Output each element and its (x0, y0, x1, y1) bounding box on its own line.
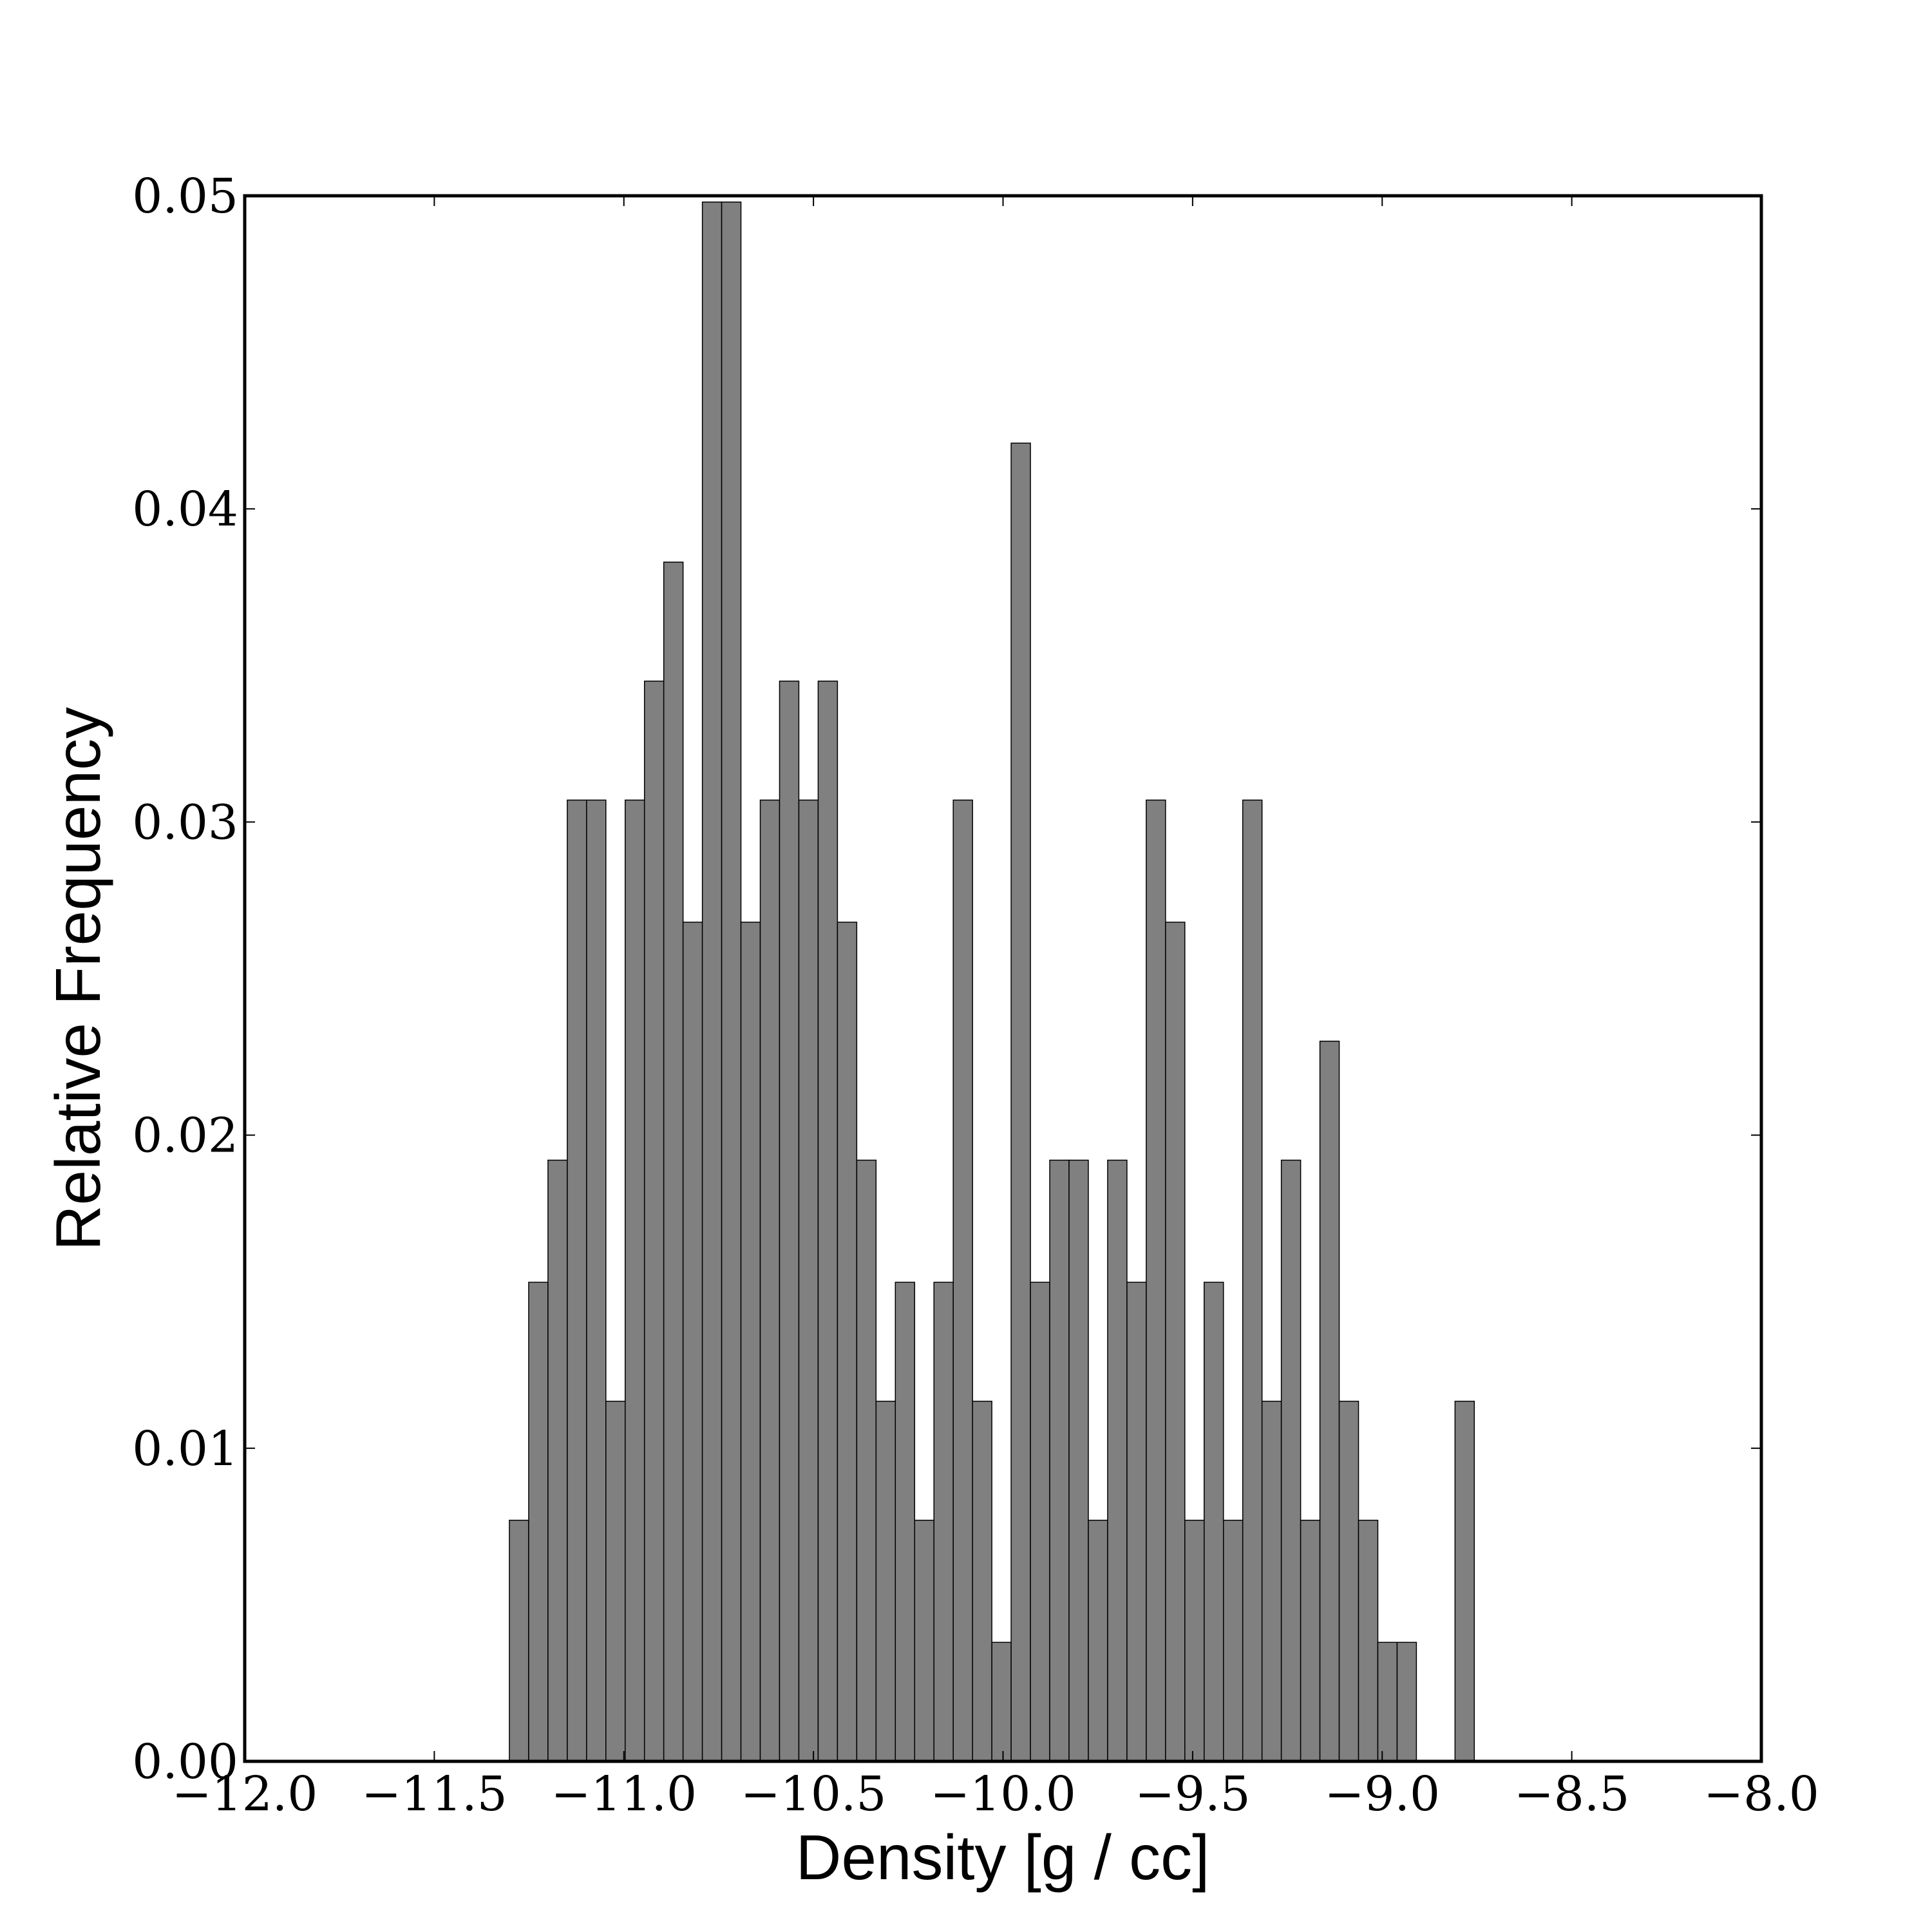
bar (1184, 1519, 1205, 1762)
bar (817, 680, 838, 1762)
bar (1049, 1159, 1070, 1762)
bar (1165, 922, 1186, 1762)
x-tick-label: −12.0 (172, 1766, 318, 1822)
bar (1319, 1040, 1340, 1762)
bar (875, 1401, 896, 1762)
plot-frame (243, 194, 1763, 1763)
y-tick-label: 0.01 (132, 1421, 238, 1477)
bar (1068, 1159, 1089, 1762)
bar (1454, 1401, 1475, 1762)
bar (952, 799, 973, 1762)
bar (1396, 1642, 1417, 1762)
bar (933, 1282, 954, 1762)
bar (1204, 1282, 1224, 1762)
bar (895, 1282, 916, 1762)
x-tick-label: −9.5 (1135, 1766, 1251, 1822)
bar (701, 201, 723, 1762)
bar (586, 799, 607, 1762)
x-tick-label: −9.0 (1324, 1766, 1440, 1822)
bar (1261, 1401, 1282, 1762)
bar (914, 1519, 934, 1762)
bar (779, 680, 800, 1762)
bar (1280, 1159, 1302, 1762)
x-tick-label: −10.5 (741, 1766, 887, 1822)
x-axis-label: Density [g / cc] (796, 1822, 1210, 1893)
bar (1030, 1282, 1050, 1762)
bar (740, 922, 761, 1762)
x-tick-label: −11.0 (551, 1766, 697, 1822)
y-tick-label: 0.04 (132, 482, 238, 537)
bar (1242, 799, 1263, 1762)
bar (1358, 1519, 1379, 1762)
bar (721, 201, 742, 1762)
bar (798, 799, 819, 1762)
bar (625, 799, 645, 1762)
bar (605, 1401, 626, 1762)
bar (509, 1519, 529, 1762)
bar (1146, 799, 1166, 1762)
bar (759, 799, 781, 1762)
bar (837, 922, 858, 1762)
bar (528, 1282, 549, 1762)
x-tick-label: −8.5 (1514, 1766, 1630, 1822)
bar (991, 1642, 1012, 1762)
x-tick-label: −11.5 (361, 1766, 507, 1822)
bar (643, 680, 665, 1762)
y-tick-label: 0.05 (132, 169, 238, 224)
bar (1126, 1282, 1147, 1762)
bar (567, 799, 587, 1762)
bar (547, 1159, 568, 1762)
bar (1107, 1159, 1128, 1762)
y-tick-label: 0.02 (132, 1108, 238, 1164)
bar (972, 1401, 992, 1762)
bar (682, 922, 703, 1762)
y-axis-label: Relative Frequency (43, 707, 113, 1251)
bar (1010, 442, 1031, 1762)
bar (1088, 1519, 1108, 1762)
bar (1338, 1401, 1359, 1762)
bar (1377, 1642, 1398, 1762)
x-tick-label: −10.0 (930, 1766, 1076, 1822)
y-tick-label: 0.00 (132, 1734, 238, 1790)
y-tick-label: 0.03 (132, 795, 238, 850)
bar (1222, 1519, 1244, 1762)
bar (663, 562, 684, 1762)
x-tick-label: −8.0 (1703, 1766, 1819, 1822)
bar (856, 1159, 877, 1762)
bar (1300, 1519, 1321, 1762)
